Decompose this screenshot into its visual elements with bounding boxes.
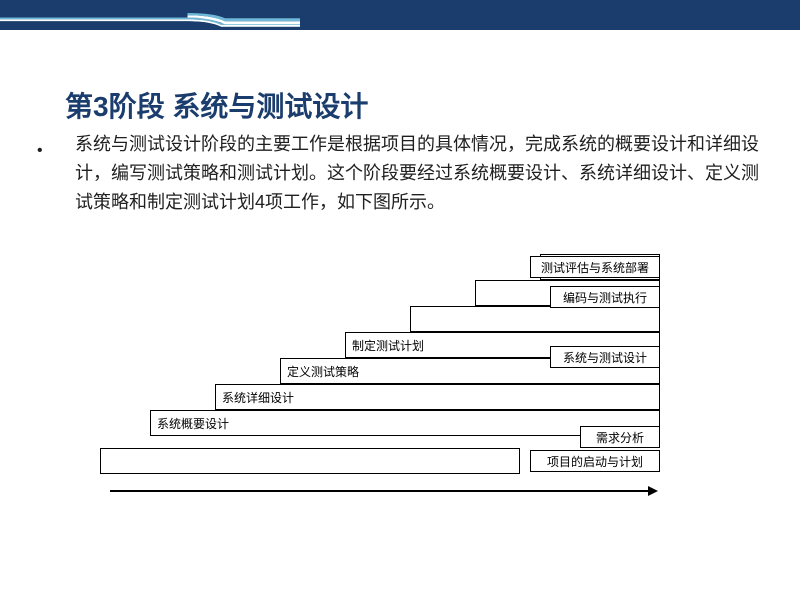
slide-title: 第3阶段 系统与测试设计 xyxy=(65,85,368,125)
right-label-1: 编码与测试执行 xyxy=(550,286,660,308)
staircase-diagram: 系统概要设计系统详细设计定义测试策略制定测试计划 测试评估与系统部署编码与测试执… xyxy=(100,250,660,520)
right-label-3: 需求分析 xyxy=(580,426,660,448)
body-paragraph: 系统与测试设计阶段的主要工作是根据项目的具体情况，完成系统的概要设计和详细设计，… xyxy=(75,134,759,212)
right-label-4: 项目的启动与计划 xyxy=(530,450,660,472)
stripe-curve xyxy=(0,0,300,35)
timeline-arrow xyxy=(110,490,650,492)
body-text: • 系统与测试设计阶段的主要工作是根据项目的具体情况，完成系统的概要设计和详细设… xyxy=(55,130,760,216)
right-label-2: 系统与测试设计 xyxy=(550,346,660,368)
bottom-bar xyxy=(100,448,520,474)
arrow-head-icon xyxy=(648,486,658,496)
right-label-0: 测试评估与系统部署 xyxy=(530,256,660,278)
step-1: 系统详细设计 xyxy=(215,384,660,410)
header-stripe xyxy=(0,0,800,60)
bullet-icon: • xyxy=(37,138,43,164)
step-4 xyxy=(410,306,660,332)
